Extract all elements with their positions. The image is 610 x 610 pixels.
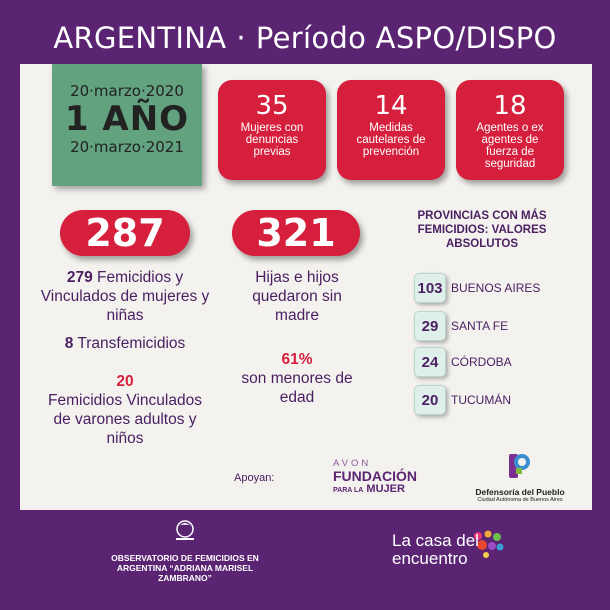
defensoria-name: Defensoría del Pueblo [475, 487, 565, 497]
provincia-value: 103 [414, 273, 446, 303]
varones-label: Femicidios Vinculados de varones adultos… [48, 392, 202, 447]
vinculados-number: 279 [66, 269, 93, 286]
femicidios-varones: 20 Femicidios Vinculados de varones adul… [40, 372, 210, 448]
defensoria-logo: Defensoría del Pueblo Ciudad Autónoma de… [470, 452, 570, 503]
stat-box-denuncias: 35 Mujeres con denuncias previas [218, 80, 326, 180]
provincia-name: CÓRDOBA [451, 355, 512, 369]
stat-label: Mujeres con denuncias previas [240, 122, 304, 158]
header-period: Período ASPO/DISPO [255, 21, 557, 55]
defensoria-sub: Ciudad Autónoma de Buenos Aires [477, 497, 563, 503]
casa-dots-icon [474, 530, 504, 558]
period-end: 20·marzo·2021 [70, 138, 184, 156]
provincia-row: 20 TUCUMÁN [414, 385, 511, 415]
observatorio-text: OBSERVATORIO DE FEMICIDIOS EN ARGENTINA … [111, 553, 259, 583]
transfemicidios: 8 Transfemicidios [40, 334, 210, 353]
stat-box-agentes: 18 Agentes o ex agentes de fuerza de seg… [456, 80, 564, 180]
mujer-text: MUJER [366, 483, 405, 495]
trans-number: 8 [64, 335, 74, 352]
avon-logo: AVON FUNDACIÓN PARA LA MUJER [333, 458, 453, 497]
provincia-row: 103 BUENOS AIRES [414, 273, 540, 303]
provincia-name: SANTA FE [451, 319, 509, 333]
stat-number: 18 [493, 91, 527, 121]
femicidios-total: 287 [60, 210, 190, 256]
avon-text: AVON [333, 458, 372, 469]
hijos-total: 321 [232, 210, 360, 256]
casa-encuentro-logo: La casa del encuentro [392, 531, 479, 568]
stat-number: 14 [374, 91, 408, 121]
stat-box-medidas: 14 Medidas cautelares de prevención [337, 80, 445, 180]
provincia-name: BUENOS AIRES [451, 281, 541, 295]
hijos-label: Hijas e hijos quedaron sin madre [252, 269, 342, 324]
provincia-value: 29 [414, 311, 446, 341]
provincia-value: 24 [414, 347, 446, 377]
trans-label: Transfemicidios [77, 335, 186, 352]
provincia-name: TUCUMÁN [451, 393, 511, 407]
apoyan-label: Apoyan: [234, 472, 275, 484]
vinculados-label: Femicidios y Vinculados de mujeres y niñ… [40, 269, 210, 324]
para-la-mujer-text: PARA LA MUJER [333, 483, 453, 497]
period-box: 20·marzo·2020 1 AÑO 20·marzo·2021 [52, 64, 202, 186]
period-title: 1 AÑO [64, 99, 190, 139]
observatorio-logo: OBSERVATORIO DE FEMICIDIOS EN ARGENTINA … [95, 520, 275, 583]
fundacion-text: FUNDACIÓN [333, 468, 417, 484]
defensoria-icon [509, 454, 530, 478]
stat-label: Medidas cautelares de prevención [356, 122, 426, 158]
portrait-icon [176, 520, 194, 540]
provincia-row: 29 SANTA FE [414, 311, 508, 341]
femicidios-vinculados: 279 Femicidios y Vinculados de mujeres y… [40, 268, 210, 325]
varones-number: 20 [116, 373, 134, 390]
stat-label: Agentes o ex agentes de fuerza de seguri… [476, 122, 544, 170]
menores-label: son menores de edad [241, 370, 353, 406]
menores-block: 61% son menores de edad [225, 350, 369, 407]
provincias-title: PROVINCIAS CON MÁS FEMICIDIOS: VALORES A… [417, 210, 547, 250]
provincia-row: 24 CÓRDOBA [414, 347, 512, 377]
menores-pct: 61% [281, 351, 313, 368]
provincia-value: 20 [414, 385, 446, 415]
para-la-text: PARA LA [333, 487, 364, 494]
header-separator: · [236, 21, 246, 55]
period-start: 20·marzo·2020 [70, 82, 184, 100]
stat-number: 35 [255, 91, 289, 121]
header-title: ARGENTINA · Período ASPO/DISPO [22, 14, 588, 62]
header-country: ARGENTINA [53, 21, 227, 55]
